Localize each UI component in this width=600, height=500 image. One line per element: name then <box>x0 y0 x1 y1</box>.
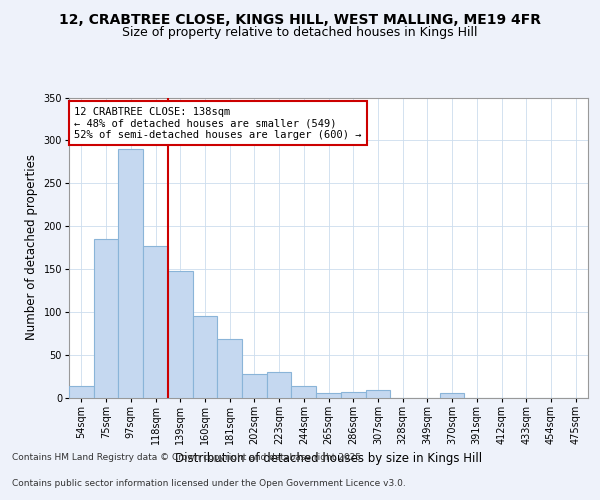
Bar <box>193 316 217 398</box>
Bar <box>168 270 193 398</box>
Text: Contains HM Land Registry data © Crown copyright and database right 2025.: Contains HM Land Registry data © Crown c… <box>12 454 364 462</box>
Bar <box>242 374 267 398</box>
Y-axis label: Number of detached properties: Number of detached properties <box>25 154 38 340</box>
Bar <box>267 372 292 398</box>
Bar <box>292 386 316 398</box>
Bar <box>69 386 94 398</box>
Bar <box>143 246 168 398</box>
Text: 12, CRABTREE CLOSE, KINGS HILL, WEST MALLING, ME19 4FR: 12, CRABTREE CLOSE, KINGS HILL, WEST MAL… <box>59 12 541 26</box>
Bar <box>341 392 365 398</box>
Text: 12 CRABTREE CLOSE: 138sqm
← 48% of detached houses are smaller (549)
52% of semi: 12 CRABTREE CLOSE: 138sqm ← 48% of detac… <box>74 106 362 140</box>
Bar <box>365 390 390 398</box>
Text: Size of property relative to detached houses in Kings Hill: Size of property relative to detached ho… <box>122 26 478 39</box>
X-axis label: Distribution of detached houses by size in Kings Hill: Distribution of detached houses by size … <box>175 452 482 465</box>
Bar <box>440 393 464 398</box>
Bar <box>316 393 341 398</box>
Bar <box>118 149 143 398</box>
Bar <box>217 339 242 398</box>
Bar <box>94 239 118 398</box>
Text: Contains public sector information licensed under the Open Government Licence v3: Contains public sector information licen… <box>12 478 406 488</box>
